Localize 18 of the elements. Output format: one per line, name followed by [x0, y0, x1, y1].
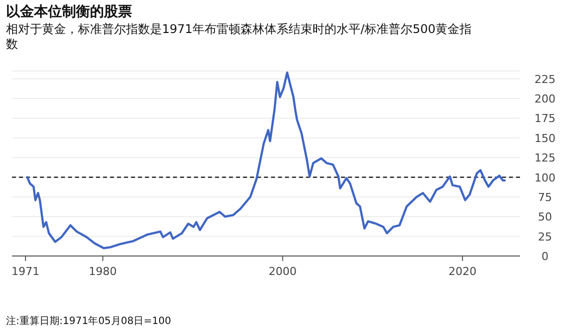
line-series [26, 71, 506, 250]
y-tick-label: 25 [538, 230, 552, 244]
x-tick-label: 2000 [268, 265, 297, 278]
text: 注:重算日期:1971年05月08日=100 [6, 314, 172, 328]
y-tick-label: 100 [534, 171, 556, 184]
y-tick-label: 150 [534, 132, 556, 145]
y-tick-label: 50 [538, 210, 552, 224]
y-tick-label: 125 [534, 152, 556, 165]
chart-title: 以金本位制衡的股票 [6, 3, 132, 21]
y-tick-label: 175 [534, 112, 556, 126]
x-tick-label: 1971 [11, 265, 40, 278]
y-tick-label: 0 [542, 250, 548, 263]
y-tick-label: 75 [538, 190, 552, 204]
y-tick-label: 225 [534, 72, 556, 86]
x-tick-label: 2020 [448, 265, 476, 278]
x-tick-label: 1980 [88, 265, 117, 278]
chart-subtitle: 相对于黄金，标准普尔指数是1971年布雷顿森林体系结束时的水平/标准普尔500黄金指数 [6, 22, 472, 52]
y-tick-label: 200 [534, 92, 556, 106]
